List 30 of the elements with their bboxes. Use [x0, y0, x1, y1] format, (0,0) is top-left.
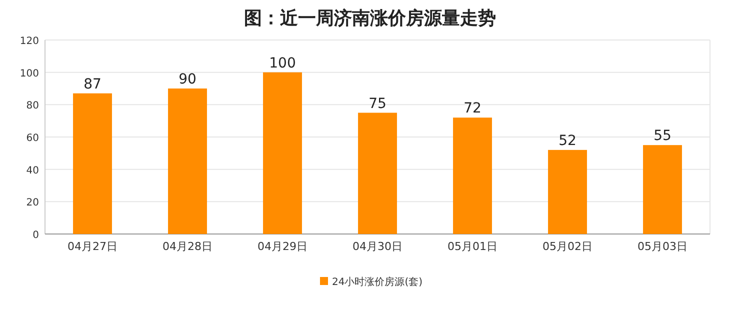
- data-label: 75: [368, 96, 386, 112]
- data-label: 52: [558, 132, 576, 149]
- bar: [168, 88, 207, 234]
- x-tick-label: 05月02日: [542, 240, 592, 253]
- bar: [358, 112, 397, 234]
- y-tick-label: 100: [20, 68, 39, 80]
- bar: [73, 93, 112, 234]
- y-tick-label: 80: [26, 100, 39, 112]
- y-tick-label: 0: [32, 230, 39, 241]
- x-tick-label: 04月27日: [68, 240, 118, 253]
- data-label: 90: [178, 72, 196, 88]
- x-tick-label: 05月01日: [448, 240, 498, 253]
- y-tick-label: 40: [26, 165, 39, 176]
- x-tick-label: 04月30日: [352, 240, 402, 253]
- bar: [643, 145, 682, 234]
- data-label: 55: [654, 128, 672, 144]
- legend-label: 24小时涨价房源(套): [332, 276, 423, 288]
- x-tick-label: 05月03日: [638, 240, 688, 253]
- bar: [263, 72, 302, 234]
- bar: [548, 150, 587, 234]
- data-label: 100: [269, 55, 296, 72]
- chart-title: 图：近一周济南涨价房源量走势: [244, 8, 496, 29]
- x-tick-label: 04月29日: [258, 240, 308, 253]
- y-tick-label: 60: [26, 133, 39, 144]
- bar: [453, 118, 492, 234]
- y-tick-label: 120: [20, 36, 39, 47]
- data-label: 87: [84, 76, 102, 92]
- y-tick-label: 20: [26, 198, 39, 209]
- data-label: 72: [464, 100, 482, 117]
- x-tick-label: 04月28日: [162, 240, 212, 253]
